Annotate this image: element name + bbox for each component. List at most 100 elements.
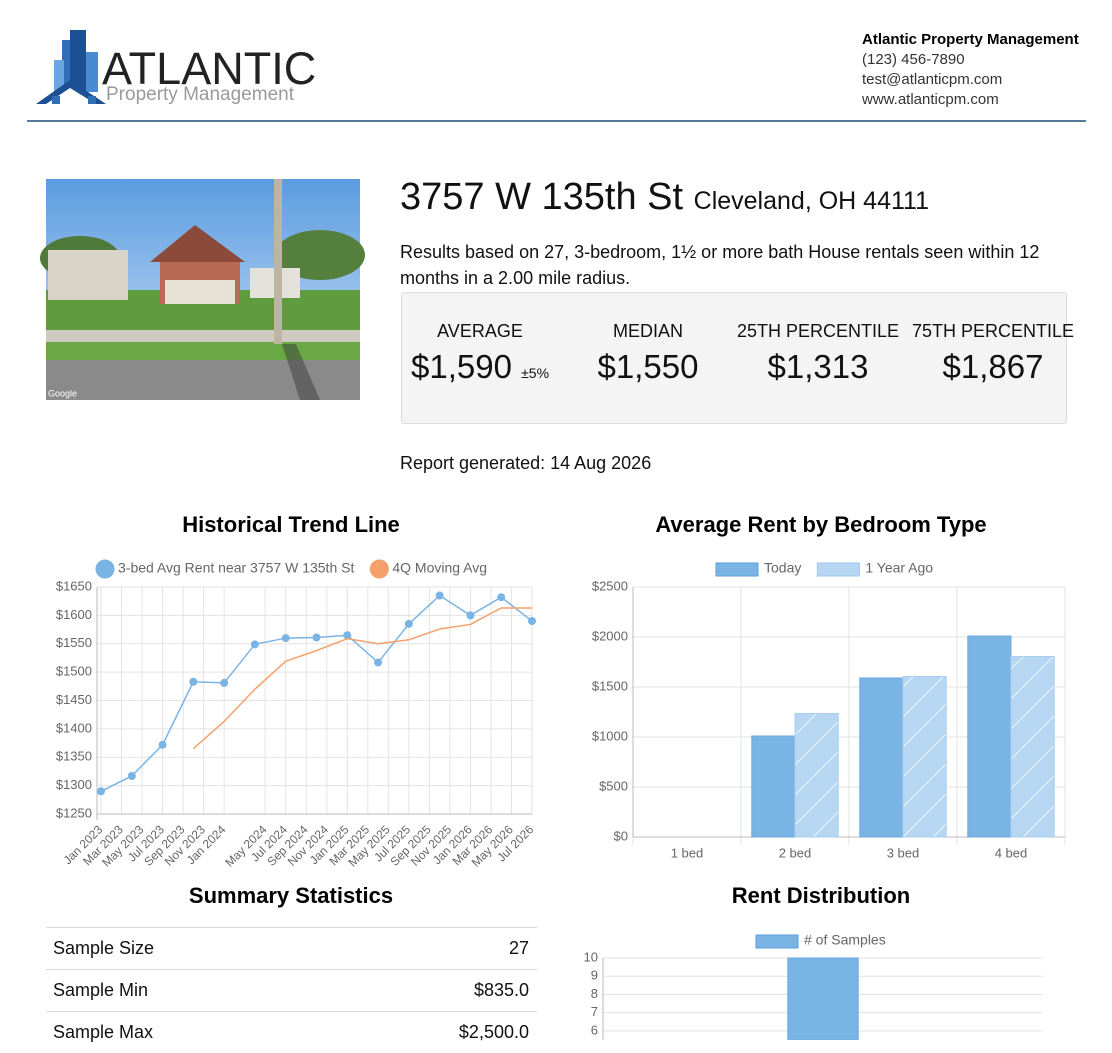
bar: [1010, 656, 1055, 838]
street: 3757 W 135th St: [400, 176, 684, 218]
x-tick-label: 1 bed: [671, 845, 704, 860]
stats-box: AVERAGE $1,590 ±5% MEDIAN $1,550 25TH PERCEN…: [401, 292, 1074, 424]
y-tick-label: $1650: [56, 578, 92, 593]
bar: [751, 735, 796, 838]
data-point: [281, 634, 290, 643]
stat-value: $1,590: [410, 348, 512, 385]
stat-margin: ±5%: [521, 365, 550, 381]
stat: 25TH PERCENTILE $1,313: [733, 321, 903, 386]
data-point: [250, 640, 259, 649]
data-point: [497, 593, 506, 602]
city: Cleveland, OH 44111: [693, 187, 929, 215]
x-tick-label: 2 bed: [779, 845, 812, 860]
y-tick-label: $500: [599, 778, 628, 793]
legend-swatch: [369, 559, 389, 579]
bar: [794, 713, 839, 838]
row-value: $835.0: [473, 980, 529, 1000]
y-tick-label: $1500: [56, 664, 92, 679]
row-value: 27: [508, 938, 529, 958]
data-point: [127, 771, 136, 780]
y-tick-label: $1550: [56, 635, 92, 650]
legend-swatch: [755, 934, 799, 949]
stat-value: $1,313: [767, 348, 869, 385]
stat-value: $1,550: [597, 348, 699, 385]
email: test@atlanticpm.com: [862, 71, 1003, 88]
y-tick-label: 6: [591, 1022, 598, 1037]
y-tick-label: $0: [614, 828, 628, 843]
data-point: [312, 633, 321, 642]
stat-label: 25TH PERCENTILE: [736, 321, 900, 341]
logo-sub: Property Management: [106, 84, 295, 105]
x-tick-label: 4 bed: [995, 845, 1028, 860]
row-label: Sample Size: [53, 938, 155, 958]
y-tick-label: $1250: [56, 805, 92, 820]
bar: [967, 635, 1012, 838]
y-tick-label: $2500: [592, 578, 628, 593]
legend-label: # of Samples: [804, 932, 886, 948]
legend-swatch: [715, 562, 759, 577]
address: 3757 W 135th St Cleveland, OH 44111: [400, 176, 929, 219]
photo-credit: Google: [48, 388, 77, 398]
phone: (123) 456-7890: [862, 51, 965, 68]
legend-label: 3-bed Avg Rent near 3757 W 135th St: [118, 560, 354, 576]
stat-value-line: $1,590 ±5%: [395, 348, 565, 386]
stat-label: AVERAGE: [437, 321, 523, 341]
bar: [787, 957, 859, 1040]
logo: ATLANTIC Property Management: [36, 30, 316, 105]
bar: [859, 677, 904, 838]
legend-label: 1 Year Ago: [865, 560, 933, 576]
website: www.atlanticpm.com: [862, 91, 999, 108]
logo-word: ATLANTIC: [102, 43, 316, 94]
stat-value-line: $1,313: [733, 348, 903, 386]
y-tick-label: $1450: [56, 692, 92, 707]
legend-label: Today: [764, 560, 801, 576]
table-row: Sample Max $2,500.0: [46, 1011, 537, 1053]
data-point: [343, 631, 352, 640]
y-tick-label: 8: [591, 986, 598, 1001]
row-value: $2,500.0: [458, 1022, 529, 1042]
summary-table: Sample Size 27 Sample Min $835.0 Sample Max $…: [46, 927, 537, 1053]
series-line: [192, 607, 532, 750]
stat-value-line: $1,550: [563, 348, 733, 386]
legend-swatch: [816, 562, 860, 577]
data-point: [189, 677, 198, 686]
chart-title: Rent Distribution: [732, 883, 910, 908]
stat-label: 75TH PERCENTILE: [911, 321, 1075, 341]
y-tick-label: $1600: [56, 607, 92, 622]
chart-title: Average Rent by Bedroom Type: [655, 512, 986, 537]
description: Results based on 27, 3-bedroom, 1½ or mo…: [400, 242, 1040, 288]
y-tick-label: $1500: [592, 678, 628, 693]
stat-value-line: $1,867: [908, 348, 1078, 386]
y-tick-label: $1400: [56, 720, 92, 735]
data-point: [435, 591, 444, 600]
y-tick-label: 7: [591, 1004, 598, 1019]
y-tick-label: $1000: [592, 728, 628, 743]
data-point: [528, 617, 536, 626]
property-photo: Google: [40, 179, 365, 400]
legend-label: 4Q Moving Avg: [392, 560, 487, 576]
report-date: Report generated: 14 Aug 2026: [400, 453, 652, 473]
row-label: Sample Min: [53, 980, 149, 1000]
data-point: [97, 787, 105, 796]
y-tick-label: $1300: [56, 777, 92, 792]
table-row: Sample Min $835.0: [46, 969, 537, 1011]
data-point: [158, 740, 167, 749]
y-tick-label: $2000: [592, 628, 628, 643]
bar: [902, 676, 947, 838]
data-point: [404, 619, 413, 628]
stat: MEDIAN $1,550: [563, 321, 733, 386]
section-title: Summary Statistics: [189, 883, 393, 908]
contact-block: Atlantic Property Management (123) 456-7…: [862, 30, 1079, 110]
data-point: [374, 658, 383, 667]
data-point: [466, 611, 475, 620]
stat-label: MEDIAN: [612, 321, 683, 341]
y-tick-label: 10: [584, 949, 598, 964]
table-row: Sample Size 27: [46, 927, 537, 969]
stat: 75TH PERCENTILE $1,867: [908, 321, 1078, 386]
row-label: Sample Max: [53, 1022, 154, 1042]
stat-value: $1,867: [942, 348, 1044, 385]
legend-swatch: [95, 559, 115, 579]
